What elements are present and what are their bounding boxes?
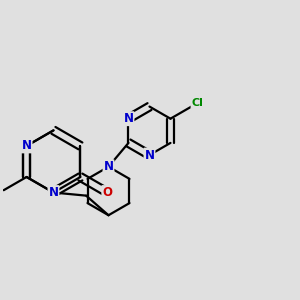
Text: N: N — [103, 160, 113, 173]
Text: N: N — [145, 148, 154, 161]
Text: O: O — [102, 186, 112, 199]
Text: Cl: Cl — [191, 98, 203, 108]
Text: N: N — [22, 140, 32, 152]
Text: N: N — [49, 186, 58, 199]
Text: N: N — [124, 112, 134, 125]
